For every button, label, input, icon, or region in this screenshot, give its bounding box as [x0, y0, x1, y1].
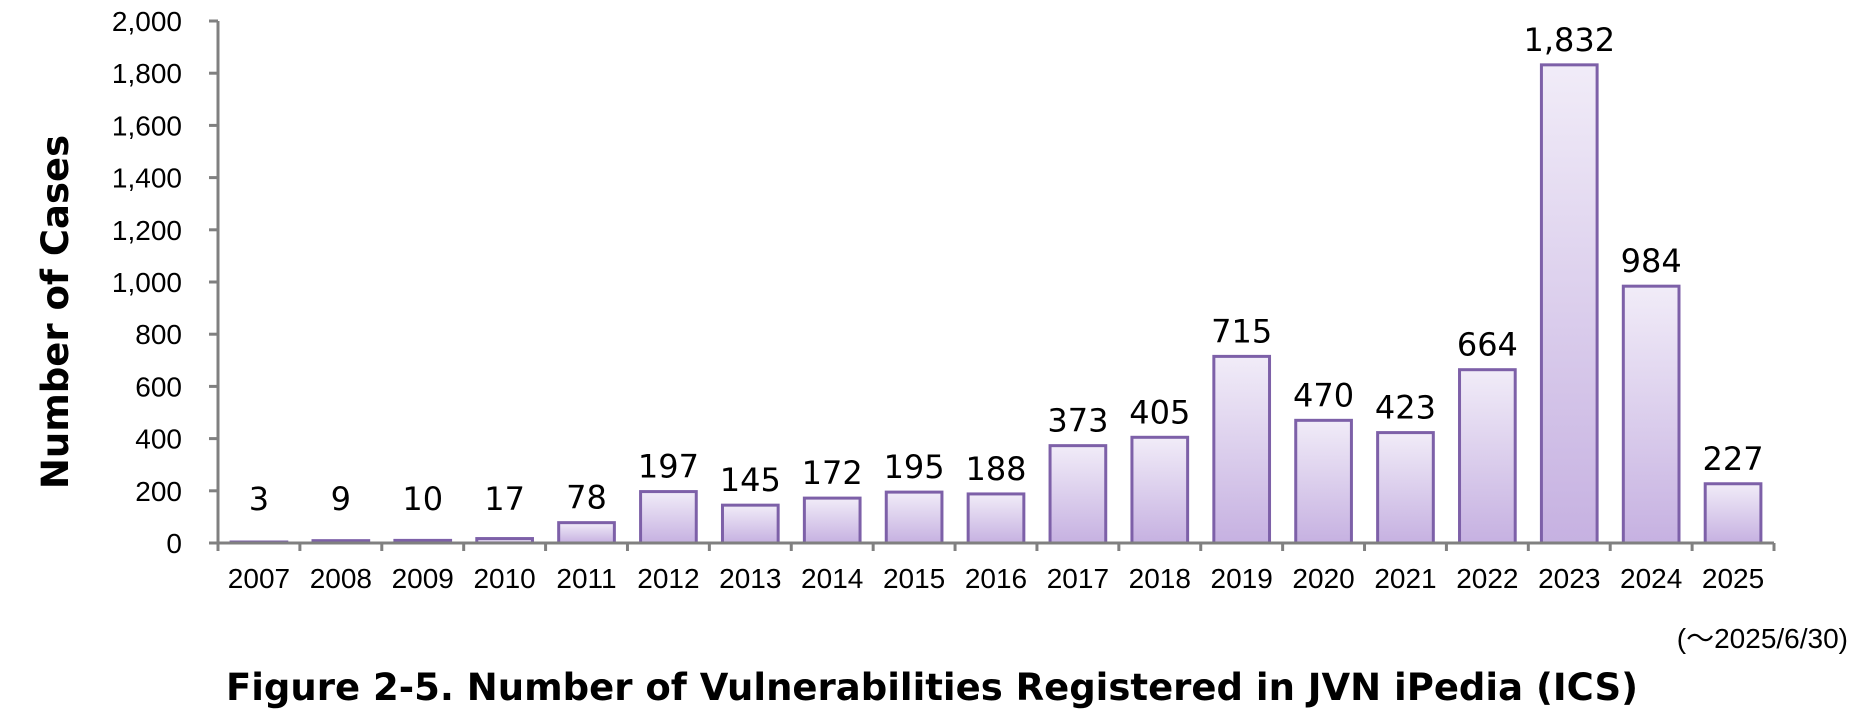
data-label: 197 [638, 448, 699, 486]
data-label: 145 [720, 461, 781, 499]
bar-2019 [1212, 354, 1272, 545]
x-tick-label: 2018 [1129, 563, 1191, 594]
bar-2020 [1294, 418, 1353, 545]
x-tick-label: 2007 [228, 563, 290, 594]
x-tick-label: 2021 [1374, 563, 1436, 594]
y-axis-title: Number of Cases [34, 135, 77, 489]
data-label: 188 [965, 450, 1026, 488]
data-label: 984 [1621, 242, 1682, 280]
data-label: 423 [1375, 389, 1436, 427]
y-tick-label: 800 [135, 319, 182, 350]
bar-2012 [639, 490, 698, 545]
data-label: 405 [1129, 393, 1190, 431]
bar-2015 [884, 490, 944, 545]
data-label: 195 [884, 448, 945, 486]
data-label: 664 [1457, 326, 1518, 364]
x-tick-label: 2014 [801, 563, 863, 594]
y-tick-label: 2,000 [112, 6, 182, 37]
data-label: 9 [331, 480, 351, 518]
y-tick-label: 1,800 [112, 58, 182, 89]
x-tick-label: 2025 [1702, 563, 1764, 594]
x-tick-label: 2013 [719, 563, 781, 594]
bar-2017 [1048, 444, 1108, 545]
x-tick-label: 2024 [1620, 563, 1682, 594]
bar-2011 [557, 521, 616, 545]
y-tick-label: 200 [135, 476, 182, 507]
bar-2021 [1376, 431, 1435, 545]
x-tick-label: 2009 [392, 563, 454, 594]
bar-2014 [802, 496, 862, 545]
x-tick-label: 2022 [1456, 563, 1518, 594]
data-label: 470 [1293, 376, 1354, 414]
y-tick-label: 0 [166, 528, 182, 559]
x-tick-label: 2017 [1047, 563, 1109, 594]
bars [229, 63, 1763, 545]
data-label: 1,832 [1523, 21, 1615, 59]
y-tick-label: 1,000 [112, 267, 182, 298]
x-tick-label: 2010 [473, 563, 535, 594]
bar-2025 [1703, 482, 1763, 545]
x-tick-label: 2011 [556, 563, 616, 594]
x-tick-label: 2023 [1538, 563, 1600, 594]
x-tick-label: 2015 [883, 563, 945, 594]
bar-2016 [966, 492, 1026, 545]
data-label: 227 [1703, 440, 1764, 478]
y-axis: 0 200 400 600 800 1,000 1,200 1,400 1,600 1,800 2,… [112, 6, 220, 559]
bar-2013 [720, 503, 780, 545]
data-labels: 3 9 10 17 78 197 145 172 195 188 373 405 715 470 423 66… [249, 21, 1764, 518]
x-tick-label: 2008 [310, 563, 372, 594]
bar-2023 [1539, 63, 1599, 545]
y-tick-label: 400 [135, 424, 182, 455]
y-tick-label: 1,400 [112, 163, 182, 194]
date-range-note: (～2025/6/30) [1677, 623, 1848, 654]
data-label: 17 [484, 480, 525, 518]
bar-2022 [1458, 368, 1517, 545]
x-tick-label: 2019 [1211, 563, 1273, 594]
y-tick-label: 1,200 [112, 215, 182, 246]
figure-caption: Figure 2-5. Number of Vulnerabilities Re… [226, 666, 1638, 709]
data-label: 715 [1211, 312, 1272, 350]
y-tick-label: 600 [135, 371, 182, 402]
x-tick-label: 2016 [965, 563, 1027, 594]
data-label: 172 [802, 454, 863, 492]
data-label: 78 [566, 479, 607, 517]
x-tick-label: 2020 [1292, 563, 1354, 594]
x-axis: 2007 2008 2009 2010 2011 2012 2013 2014 2015 2016… [216, 541, 1776, 594]
data-label: 373 [1047, 402, 1108, 440]
y-tick-label: 1,600 [112, 110, 182, 141]
bar-2024 [1621, 284, 1681, 545]
data-label: 3 [249, 480, 269, 518]
data-label: 10 [402, 480, 443, 518]
x-tick-label: 2012 [637, 563, 699, 594]
bar-2018 [1130, 435, 1190, 545]
